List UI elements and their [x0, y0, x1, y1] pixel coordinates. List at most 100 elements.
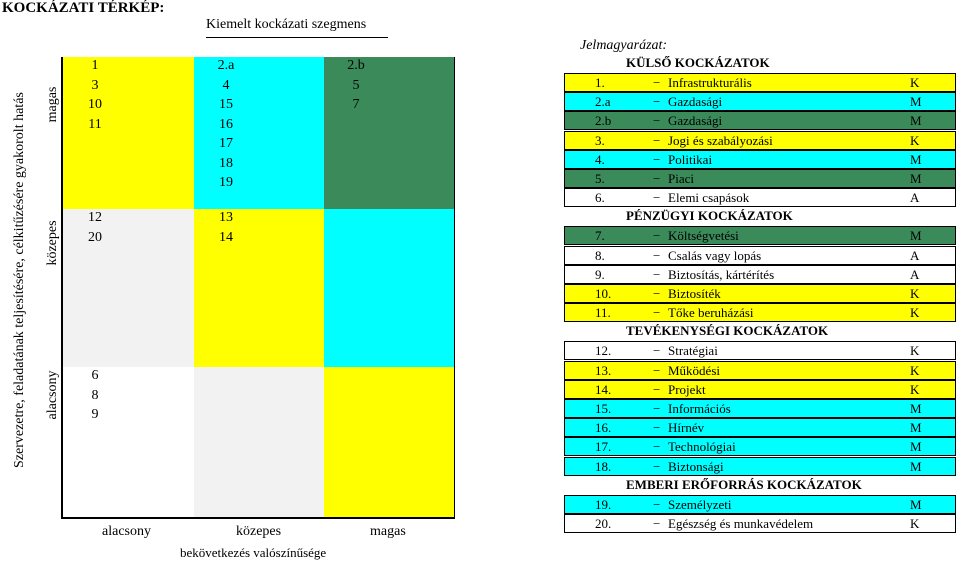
risk-number: 16 [219, 116, 233, 132]
matrix-cell-impact-low-likelihood-low: 6 8 9 [63, 367, 194, 517]
legend-number: 14. [595, 381, 612, 397]
legend-dash: − [653, 228, 661, 244]
legend-row: 13. − Működési K [564, 360, 956, 380]
legend-label: Információs [668, 401, 731, 416]
legend-number: 11. [595, 305, 611, 321]
legend-dash: − [653, 75, 661, 90]
legend-row: 6. − Elemi csapások A [564, 188, 956, 208]
legend-number: 9. [595, 266, 605, 282]
legend-group-title: EMBERI ERŐFORRÁS KOCKÁZATOK [626, 476, 862, 492]
legend-dash: − [653, 266, 661, 282]
legend-level: M [910, 228, 922, 244]
legend-label: Gazdasági [668, 94, 723, 110]
legend-level: A [910, 247, 920, 263]
legend-number: 12. [595, 343, 612, 359]
legend-dash: − [653, 132, 661, 148]
legend-level: K [910, 381, 920, 397]
legend-level: K [910, 132, 920, 148]
legend-row: 18. − Biztonsági M [564, 456, 956, 476]
legend-label: Biztonsági [668, 458, 724, 474]
legend-row: 2.b − Gazdasági M [564, 111, 956, 131]
risk-number: 11 [88, 116, 102, 132]
legend-row: 1. − Infrastrukturális K [564, 73, 956, 92]
risk-number: 5 [352, 77, 360, 93]
legend-level: M [910, 151, 922, 167]
legend-number: 7. [595, 228, 605, 244]
legend-level: M [910, 420, 922, 436]
legend-row: 8. − Csalás vagy lopás A [564, 245, 956, 265]
legend-group-title: TEVÉKENYSÉGI KOCKÁZATOK [626, 323, 829, 339]
subtitle-underline [206, 37, 388, 38]
legend-row: 20. − Egészség és munkavédelem K [564, 514, 956, 533]
legend-number: 4. [595, 151, 605, 167]
legend-label: Projekt [668, 381, 706, 397]
matrix-cell-impact-high-likelihood-low: 1 3 10 11 [63, 57, 194, 209]
legend-level: K [910, 75, 920, 90]
legend-level: K [910, 362, 920, 378]
x-level-medium: közepes [236, 524, 282, 539]
legend-row: 4. − Politikai M [564, 149, 956, 169]
legend-label: Elemi csapások [668, 190, 750, 206]
legend-dash: − [653, 286, 661, 301]
y-level-medium: közepes [45, 220, 60, 266]
risk-number: 3 [91, 77, 99, 93]
legend-number: 3. [595, 132, 605, 148]
legend-dash: − [653, 343, 661, 359]
x-axis-label: bekövetkezés valószínűsége [180, 545, 327, 560]
risk-number: 7 [352, 97, 360, 112]
risk-number: 15 [219, 97, 233, 112]
risk-number: 9 [91, 407, 99, 422]
risk-number: 8 [91, 387, 99, 403]
risk-number: 2.b [347, 58, 365, 73]
legend-dash: − [653, 496, 661, 512]
legend-dash: − [653, 362, 661, 378]
matrix-cell-impact-low-likelihood-high [324, 367, 455, 517]
legend-number: 20. [595, 516, 612, 531]
risk-number: 20 [88, 229, 102, 245]
matrix-cell-impact-low-likelihood-medium [194, 367, 324, 517]
x-axis-line [62, 517, 455, 519]
legend-row: 7. − Költségvetési M [564, 226, 956, 246]
y-axis-label: Szervezetre, feladatának teljesítésére, … [12, 92, 27, 468]
y-level-high: magas [45, 86, 60, 123]
legend-level: K [910, 305, 920, 321]
matrix-cell-impact-medium-likelihood-low: 12 20 [63, 209, 194, 367]
legend-dash: − [653, 151, 661, 167]
legend-number: 2.a [595, 94, 611, 110]
legend-level: M [910, 496, 922, 512]
legend-number: 18. [595, 458, 612, 474]
x-level-high: magas [370, 524, 406, 539]
legend-label: Biztosítás, kártérítés [668, 266, 775, 282]
matrix-frame [62, 57, 455, 517]
legend-label: Egészség és munkavédelem [668, 516, 814, 531]
legend-dash: − [653, 401, 661, 416]
matrix-cell-impact-high-likelihood-high: 2.b 5 7 [324, 57, 455, 209]
legend-level: M [910, 171, 922, 186]
legend-dash: − [653, 420, 661, 436]
legend-label: Tőke beruházási [668, 305, 754, 321]
legend-row: 12. − Stratégiai K [564, 341, 956, 361]
legend-number: 2.b [595, 113, 612, 129]
risk-number: 19 [219, 175, 233, 190]
risk-number: 2.a [217, 58, 235, 73]
risk-number: 14 [219, 229, 233, 245]
legend-dash: − [653, 94, 661, 110]
legend-level: M [910, 401, 922, 416]
matrix-cell-impact-high-likelihood-medium: 2.a 4 15 16 17 18 19 [194, 57, 324, 209]
legend-dash: − [653, 113, 661, 129]
risk-number: 13 [219, 210, 233, 225]
legend-dash: − [653, 171, 661, 186]
legend-label: Hírnév [668, 420, 705, 436]
legend-number: 16. [595, 420, 612, 436]
page-title: KOCKÁZATI TÉRKÉP: [2, 0, 165, 16]
legend-row: 10. − Biztosíték K [564, 284, 956, 303]
legend-label: Csalás vagy lopás [668, 247, 762, 263]
x-level-low: alacsony [102, 524, 151, 539]
legend-number: 15. [595, 401, 612, 416]
legend-row: 16. − Hírnév M [564, 418, 956, 438]
legend-level: M [910, 113, 922, 129]
legend-label: Politikai [668, 151, 713, 167]
legend-level: K [910, 343, 920, 359]
risk-number: 10 [88, 97, 102, 112]
legend-dash: − [653, 190, 661, 206]
